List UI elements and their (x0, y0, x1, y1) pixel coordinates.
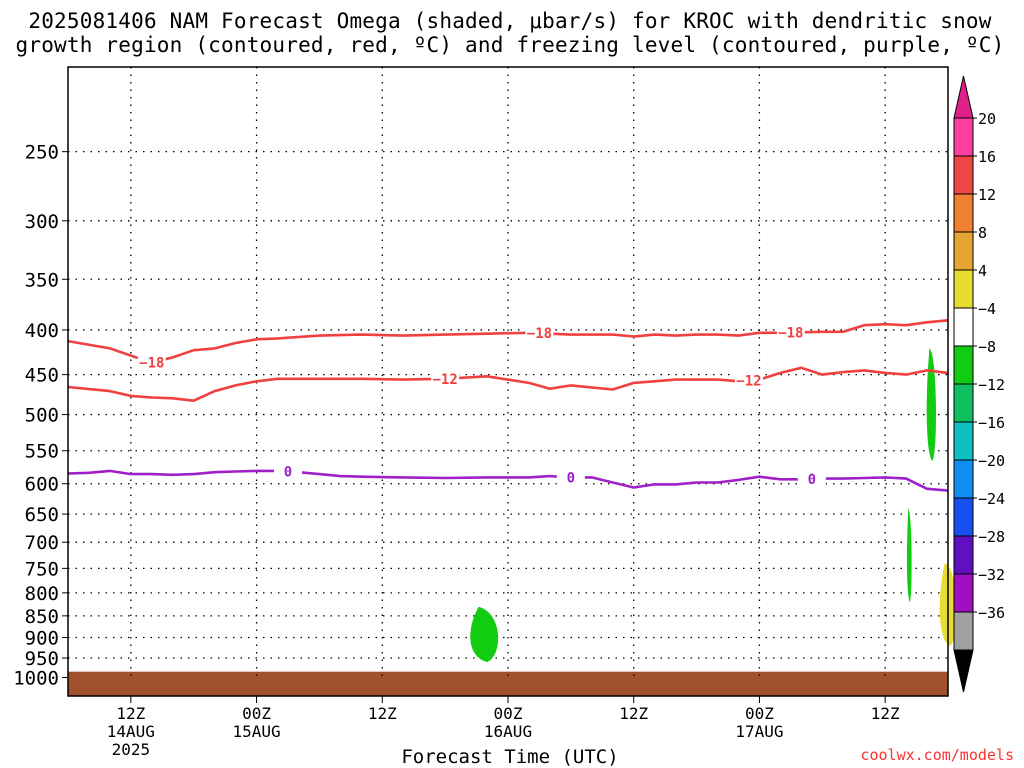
colorbar-label-10: −24 (978, 490, 1005, 508)
site-credit: coolwx.com/models (860, 746, 1014, 764)
colorbar-swatch-2 (953, 193, 974, 233)
colorbar-label-8: −16 (978, 414, 1005, 432)
contour-label-0: 0 (567, 470, 575, 486)
contour-label-bg (797, 470, 826, 487)
contour-label-bg (776, 324, 805, 341)
colorbar-label-3: 8 (978, 224, 987, 242)
contour-label-bg (734, 372, 763, 389)
x-tick-label-4: 12Z (619, 704, 648, 723)
plot-frame (67, 66, 949, 697)
colorbar-swatch-3 (953, 231, 974, 271)
colorbar-label-6: −8 (978, 338, 996, 356)
y-tick-label-600: 600 (25, 474, 59, 496)
colorbar-label-5: −4 (978, 300, 996, 318)
contour-label-bg (556, 469, 585, 486)
contour-label-bg (525, 325, 554, 342)
colorbar-swatch-4 (953, 269, 974, 309)
y-tick-label-800: 800 (25, 583, 59, 605)
x-tick-date-0: 14AUG (107, 722, 155, 741)
y-tick-label-550: 550 (25, 441, 59, 463)
omega-shaded-region-2 (926, 348, 936, 461)
colorbar-label-1: 16 (978, 148, 996, 166)
y-tick-label-750: 750 (25, 558, 59, 580)
colorbar-bottom-arrow (953, 649, 974, 693)
y-tick-label-950: 950 (25, 648, 59, 670)
x-tick-year-0: 2025 (112, 740, 151, 759)
contour-label-bg (274, 463, 302, 480)
y-tick-label-450: 450 (25, 365, 59, 387)
y-tick-label-900: 900 (25, 628, 59, 650)
colorbar-swatch-11 (953, 535, 974, 575)
y-tick-label-1000: 1000 (13, 667, 59, 689)
colorbar-label-12: −32 (978, 566, 1005, 584)
chart-title-line2: growth region (contoured, red, ºC) and f… (15, 33, 1005, 57)
contour-label--18: −18 (139, 356, 164, 372)
y-tick-label-300: 300 (25, 211, 59, 233)
x-tick-date-5: 17AUG (735, 722, 783, 741)
contour-label-bg (137, 354, 166, 371)
x-tick-label-5: 00Z (745, 704, 774, 723)
x-tick-date-3: 16AUG (484, 722, 532, 741)
y-tick-label-650: 650 (25, 504, 59, 526)
contour-label--12: −12 (736, 373, 761, 389)
x-tick-label-1: 00Z (242, 704, 271, 723)
y-tick-label-250: 250 (25, 142, 59, 164)
colorbar-swatch-9 (953, 459, 974, 499)
colorbar-swatch-1 (953, 155, 974, 195)
colorbar-label-9: −20 (978, 452, 1005, 470)
chart-title-line1: 2025081406 NAM Forecast Omega (shaded, μ… (28, 9, 992, 33)
colorbar-label-2: 12 (978, 186, 996, 204)
colorbar-swatch-13 (953, 611, 974, 651)
x-tick-date-1: 15AUG (232, 722, 280, 741)
colorbar-swatch-12 (953, 573, 974, 613)
colorbar-swatch-6 (953, 345, 974, 385)
contour-label--18: −18 (527, 326, 552, 342)
y-tick-label-350: 350 (25, 269, 59, 291)
contour-label--12: −12 (432, 372, 457, 388)
x-tick-label-0: 12Z (116, 704, 145, 723)
x-tick-label-2: 12Z (368, 704, 397, 723)
colorbar-swatch-8 (953, 421, 974, 461)
contour-line--18 (67, 319, 949, 364)
y-tick-label-500: 500 (25, 405, 59, 427)
y-tick-label-850: 850 (25, 606, 59, 628)
contour-label-0: 0 (284, 465, 292, 481)
contour-label-bg (431, 370, 460, 387)
colorbar-swatch-10 (953, 497, 974, 537)
contour-label-0: 0 (808, 472, 816, 488)
x-tick-label-6: 12Z (871, 704, 900, 723)
colorbar-label-7: −12 (978, 376, 1005, 394)
colorbar-label-0: 20 (978, 110, 996, 128)
contour-label--18: −18 (778, 326, 803, 342)
colorbar-swatch-5 (953, 307, 974, 347)
colorbar-label-11: −28 (978, 528, 1005, 546)
y-tick-label-700: 700 (25, 532, 59, 554)
x-tick-label-3: 00Z (494, 704, 523, 723)
colorbar-top-arrow (953, 75, 974, 119)
x-axis-title: Forecast Time (UTC) (401, 746, 619, 768)
omega-shaded-region-0 (470, 606, 499, 663)
colorbar-label-13: −36 (978, 604, 1005, 622)
colorbar-label-4: 4 (978, 262, 987, 280)
y-tick-label-400: 400 (25, 320, 59, 342)
colorbar-swatch-7 (953, 383, 974, 423)
colorbar-swatch-0 (953, 117, 974, 157)
contour-line--12 (67, 366, 949, 402)
omega-shaded-region-1 (906, 508, 912, 603)
